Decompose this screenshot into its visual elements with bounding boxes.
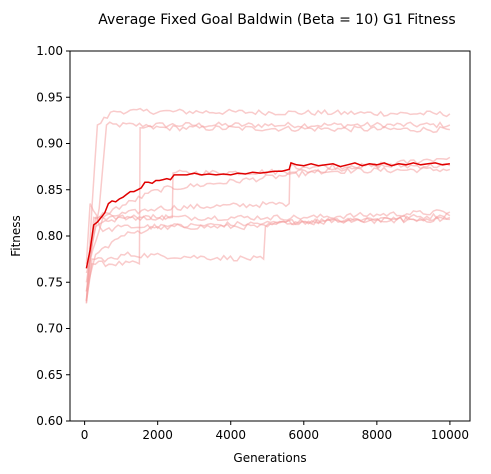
run-series-line-3: [85, 124, 451, 301]
y-tick-label: 0.85: [36, 183, 63, 197]
x-tick-label: 2000: [142, 428, 173, 442]
run-series-line-5: [85, 162, 451, 274]
x-tick-label: 10000: [431, 428, 469, 442]
x-axis-label: Generations: [233, 451, 306, 465]
x-axis-ticks: 0 2000 4000 6000 8000 10000: [81, 421, 469, 442]
chart-title: Average Fixed Goal Baldwin (Beta = 10) G…: [98, 12, 455, 28]
mean-series-line: [85, 161, 451, 269]
run-series-line-8: [85, 209, 451, 301]
y-tick-label: 1.00: [36, 44, 63, 58]
mean-series-group: [85, 161, 451, 269]
run-series-line-9: [85, 215, 450, 303]
run-series-line-10: [85, 214, 451, 292]
run-series-group: [85, 107, 451, 304]
run-series-line-4: [85, 166, 451, 283]
y-tick-label: 0.95: [36, 90, 63, 104]
y-tick-label: 0.65: [36, 368, 63, 382]
plot-frame: [69, 50, 471, 422]
y-tick-label: 0.60: [36, 414, 63, 428]
run-series-line-2: [85, 107, 451, 301]
y-tick-label: 0.80: [36, 229, 63, 243]
run-series-line-1: [85, 121, 451, 304]
x-tick-label: 4000: [215, 428, 246, 442]
y-tick-label: 0.90: [36, 137, 63, 151]
x-tick-label: 6000: [289, 428, 320, 442]
y-axis-label: Fitness: [9, 215, 23, 257]
x-tick-label: 0: [81, 428, 89, 442]
y-tick-label: 0.70: [36, 322, 63, 336]
x-tick-label: 8000: [362, 428, 393, 442]
y-tick-label: 0.75: [36, 275, 63, 289]
y-axis-ticks: 0.60 0.65 0.70 0.75 0.80 0.85 0.90 0.95 1.00: [36, 44, 70, 428]
